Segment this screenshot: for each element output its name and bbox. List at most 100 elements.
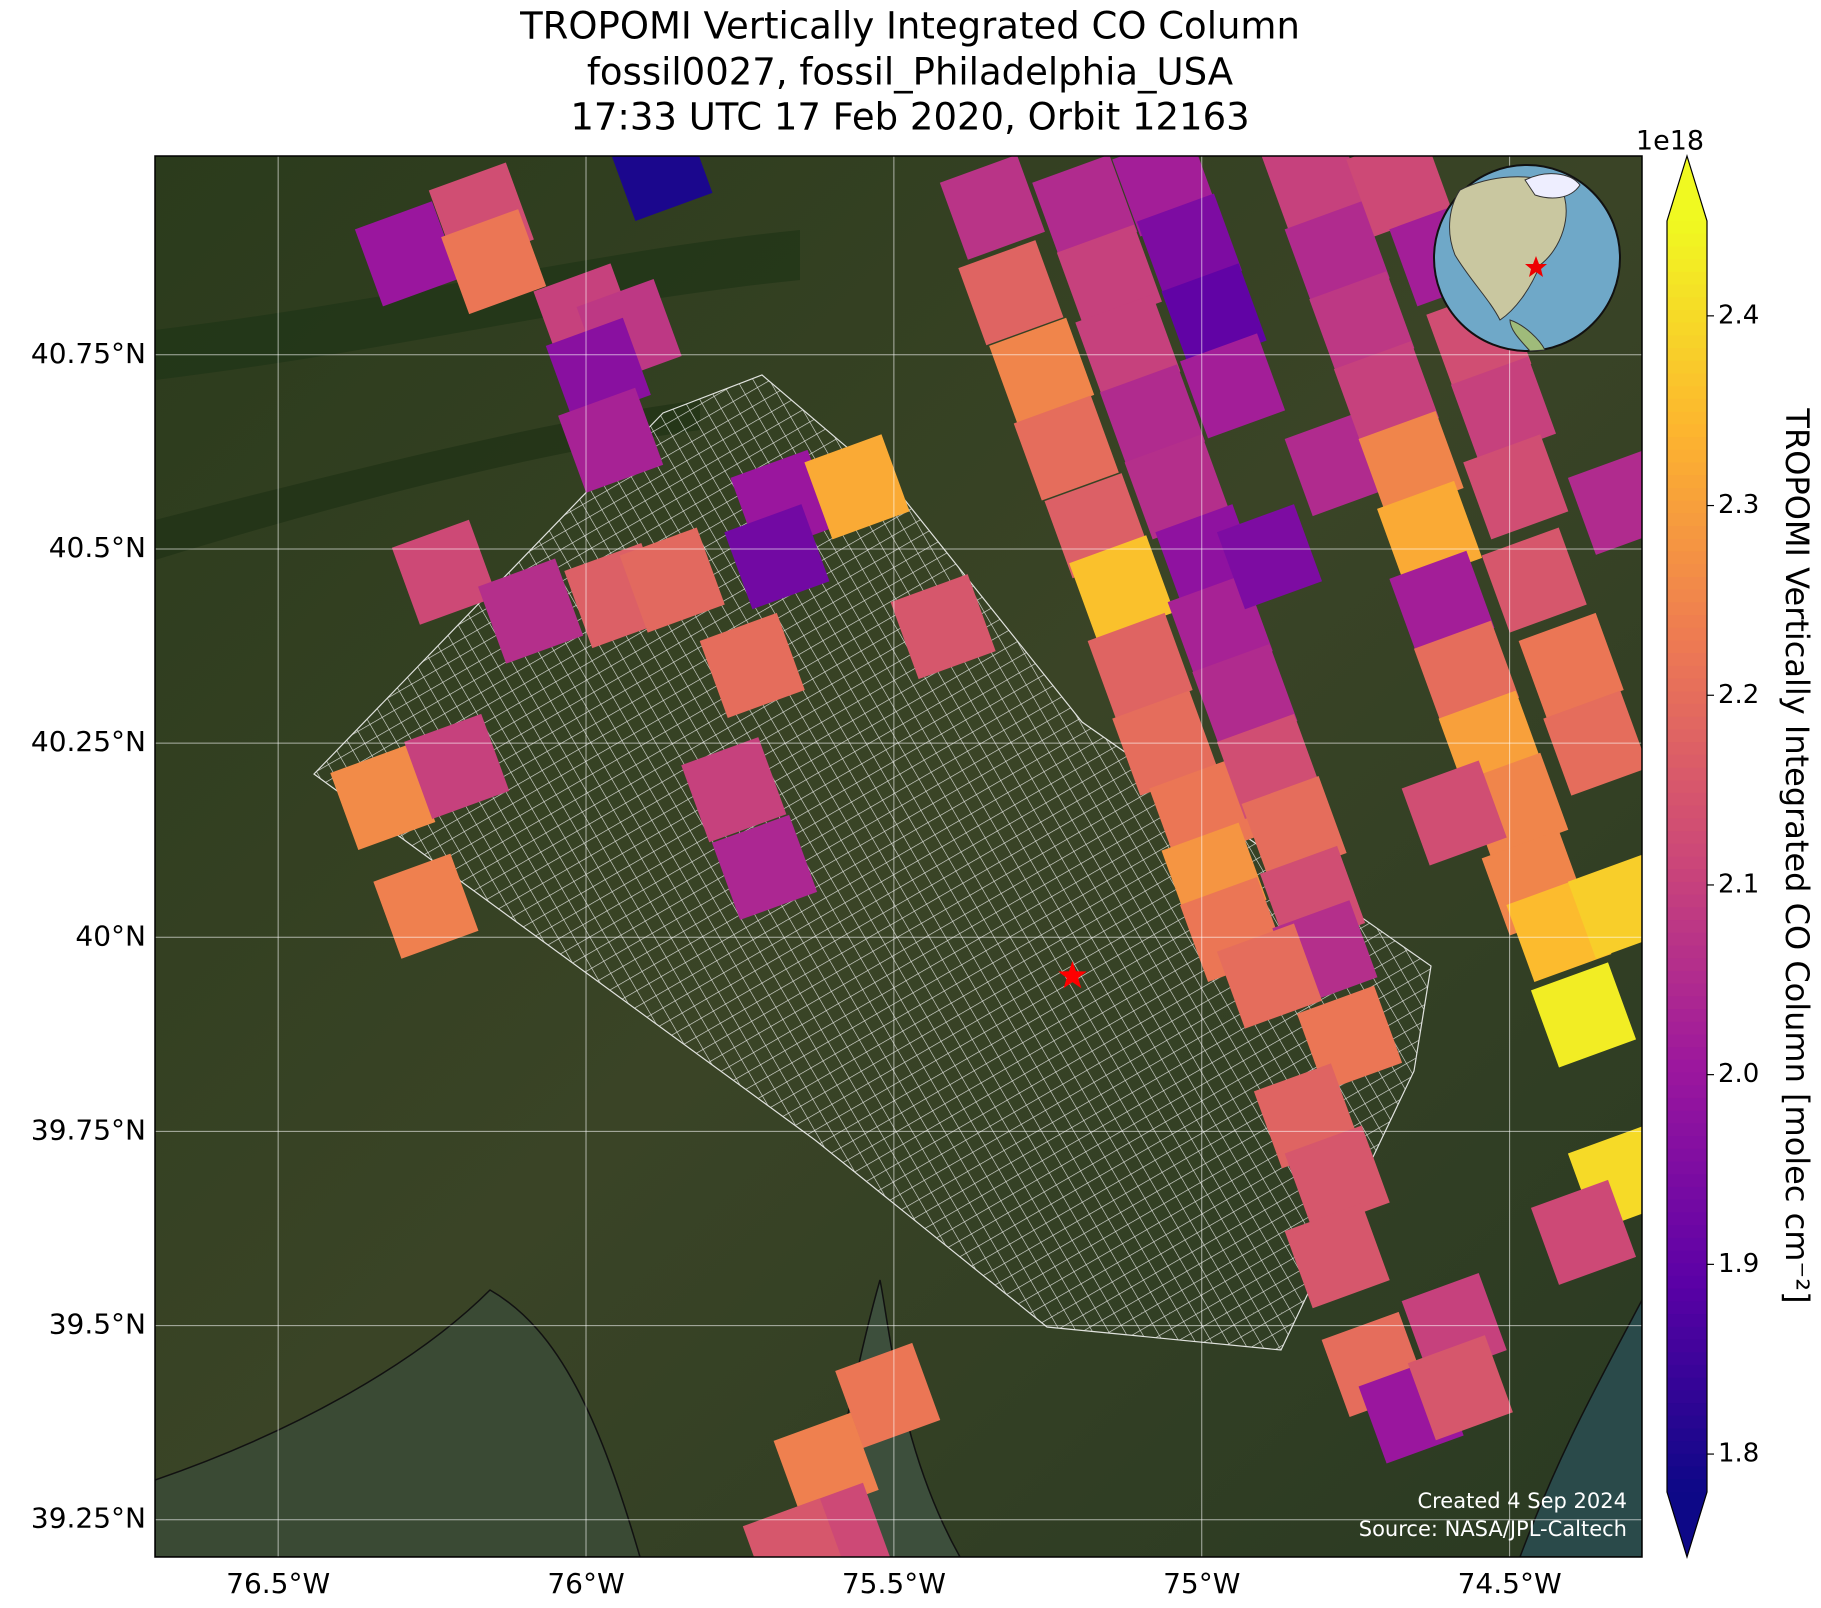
colorbar-segment <box>1667 526 1707 540</box>
colorbar-segment <box>1667 284 1707 298</box>
tile <box>1346 156 1452 237</box>
tile <box>1124 434 1230 540</box>
colorbar-segment <box>1667 1097 1707 1112</box>
colorbar-segment <box>1667 564 1707 578</box>
tile <box>478 558 584 664</box>
colorbar-segment <box>1667 1110 1707 1125</box>
ridge <box>155 400 700 560</box>
chart-title: TROPOMI Vertically Integrated CO Column <box>519 5 1300 48</box>
annotation: Source: NASA/JPL-Caltech <box>1359 1517 1627 1541</box>
x-tick-label: 74.5°W <box>1458 1567 1562 1600</box>
colorbar-segment <box>1667 449 1707 464</box>
colorbar-segment <box>1667 1034 1707 1048</box>
chart-subtitle: fossil0027, fossil_Philadelphia_USA <box>587 51 1233 94</box>
colorbar-segment <box>1667 1199 1707 1213</box>
colorbar-segment <box>1667 1009 1707 1023</box>
colorbar-segment <box>1667 1186 1707 1201</box>
colorbar-segment <box>1667 589 1707 603</box>
y-tick-label: 40.5°N <box>49 531 146 564</box>
tile <box>1450 356 1557 462</box>
colorbar-segment <box>1667 691 1707 705</box>
colorbar-segment <box>1667 1059 1707 1074</box>
grid <box>155 156 1642 1557</box>
colorbar-segment <box>1667 1390 1707 1404</box>
x-tick-label: 75.5°W <box>842 1567 946 1600</box>
colorbar-segment <box>1667 538 1707 553</box>
colorbar-segment <box>1667 805 1707 819</box>
ocean <box>1519 1299 1642 1557</box>
colorbar-segment <box>1667 1263 1707 1277</box>
tile <box>1216 504 1323 610</box>
colorbar-segment <box>1667 881 1707 896</box>
colorbar-segment <box>1667 754 1707 769</box>
tile <box>939 156 1045 260</box>
chart-subtitle: 17:33 UTC 17 Feb 2020, Orbit 12163 <box>570 96 1249 139</box>
tile <box>1296 985 1403 1091</box>
colorbar-segment <box>1667 996 1707 1010</box>
colorbar-segment <box>1667 843 1707 858</box>
colorbar-segment <box>1667 246 1707 260</box>
colorbar-segment <box>1667 920 1707 934</box>
x-tick-label: 76.5°W <box>226 1567 330 1600</box>
map: Created 4 Sep 2024 Source: NASA/JPL-Calt… <box>155 156 1642 1557</box>
colorbar-tick-label: 1.9 <box>1718 1249 1759 1279</box>
colorbar-tick-label: 2.0 <box>1718 1059 1759 1089</box>
colorbar-segment <box>1667 627 1707 642</box>
globe-marker <box>1525 256 1547 277</box>
colorbar-segment <box>1667 1148 1707 1163</box>
tile <box>619 527 725 633</box>
colorbar-segment <box>1667 360 1707 375</box>
colorbar-segment <box>1667 576 1707 591</box>
tile <box>1463 434 1569 540</box>
tile <box>742 1498 848 1557</box>
colorbar-segment <box>1667 386 1707 400</box>
colorbar-segment <box>1667 792 1707 807</box>
colorbar-segment <box>1667 1352 1707 1366</box>
colorbar-segment <box>1667 907 1707 921</box>
colorbar-segment <box>1667 1072 1707 1086</box>
tile <box>989 317 1095 423</box>
colorbar-segment <box>1667 703 1707 718</box>
colorbar-segment <box>1667 1326 1707 1341</box>
colorbar-segment <box>1667 1403 1707 1417</box>
tile <box>835 1342 941 1449</box>
y-tick-label: 40.75°N <box>31 337 146 370</box>
colorbar-segment <box>1667 1021 1707 1036</box>
colorbar-segment <box>1667 780 1707 794</box>
colorbar-label: TROPOMI Vertically Integrated CO Column … <box>1778 407 1816 1303</box>
colorbar-tick-label: 2.4 <box>1718 300 1759 330</box>
colorbar-segment <box>1667 615 1707 629</box>
colorbar-segment <box>1667 767 1707 781</box>
tile <box>1216 923 1323 1029</box>
y-tick-label: 40°N <box>75 919 146 952</box>
y-tick-label: 39.5°N <box>49 1308 146 1341</box>
colorbar-segment <box>1667 1161 1707 1175</box>
tile <box>1179 333 1286 439</box>
colorbar-segment <box>1667 437 1707 451</box>
tile <box>1567 853 1642 959</box>
tile <box>1530 962 1637 1068</box>
colorbar-segment <box>1667 500 1707 514</box>
y-tick-label: 39.75°N <box>31 1113 146 1146</box>
tile <box>1260 156 1366 229</box>
colorbar-segment <box>1667 475 1707 489</box>
colorbar-segment <box>1667 1339 1707 1353</box>
colorbar-segment <box>1667 1225 1707 1239</box>
colorbar-segment <box>1667 831 1707 845</box>
site-marker <box>1058 961 1087 989</box>
continent <box>1509 319 1546 352</box>
colorbar-segment <box>1667 1377 1707 1391</box>
tile <box>558 387 664 493</box>
colorbar-segment <box>1667 640 1707 654</box>
colorbar-segment <box>1667 1428 1707 1442</box>
tile <box>354 201 461 307</box>
colorbar-tick-label: 2.3 <box>1718 490 1759 520</box>
colorbar-segment <box>1667 678 1707 692</box>
colorbar-segment <box>1667 1275 1707 1290</box>
tile <box>1407 1335 1513 1441</box>
tile <box>391 519 497 625</box>
colorbar-segment <box>1667 297 1707 311</box>
colorbar-segment <box>1667 1479 1707 1493</box>
colorbar-segment <box>1667 259 1707 273</box>
colorbar-segment <box>1667 1415 1707 1430</box>
